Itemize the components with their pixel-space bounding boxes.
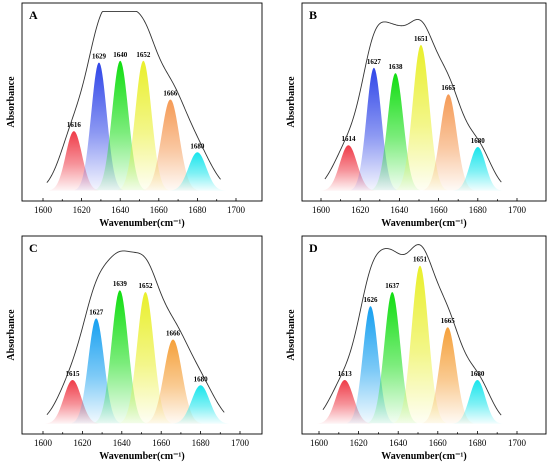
x-tick-label: 1680 [188, 205, 207, 215]
peak-label-1651: 1651 [413, 256, 428, 264]
x-tick-label: 1660 [152, 438, 171, 448]
x-tick-label: 1600 [34, 205, 53, 215]
peak-1652 [118, 292, 172, 424]
peak-1652 [117, 60, 170, 191]
x-tick-label: 1700 [508, 205, 527, 215]
x-tick-label: 1620 [73, 438, 92, 448]
peak-label-1680: 1680 [194, 375, 209, 383]
x-tick-label: 1660 [430, 205, 449, 215]
x-tick-label: 1620 [73, 205, 92, 215]
peak-label-1627: 1627 [89, 308, 104, 316]
peak-1680 [452, 380, 503, 424]
peak-1680 [171, 385, 230, 424]
panel-d: D 1613 1626 1637 1651 1665 1680 1600 1620 1640 166… [286, 235, 547, 462]
plot-frame [21, 2, 263, 202]
peak-label-1637: 1637 [385, 282, 400, 290]
peak-label-1680: 1680 [471, 137, 486, 145]
peak-1665 [421, 327, 475, 424]
peak-1680 [452, 147, 503, 191]
y-axis-title: Absorbance [286, 309, 297, 361]
panel-letter: C [29, 241, 38, 255]
x-tick-label: 1660 [150, 205, 169, 215]
peak-label-1680: 1680 [190, 142, 205, 150]
peak-label-1651: 1651 [414, 35, 429, 43]
peak-1665 [422, 94, 475, 191]
x-tick-label: 1600 [312, 205, 331, 215]
peak-1651 [394, 44, 448, 191]
peak-label-1626: 1626 [363, 296, 378, 304]
peak-label-1665: 1665 [441, 84, 456, 92]
peak-label-1614: 1614 [341, 135, 356, 143]
panel-c: C 1615 1627 1639 1652 1666 1680 1600 1620 1640 166… [6, 235, 263, 462]
peak-label-1639: 1639 [113, 280, 128, 288]
x-tick-label: 1680 [468, 438, 487, 448]
peak-label-1666: 1666 [163, 89, 178, 97]
x-tick-label: 1620 [351, 205, 370, 215]
x-axis-title: Wavenumber(cm⁻¹) [99, 218, 184, 229]
plot-frame [301, 235, 547, 435]
peak-1666 [141, 99, 199, 191]
x-tick-label: 1700 [508, 438, 527, 448]
peak-1637 [366, 292, 418, 424]
envelope-curve [46, 11, 221, 183]
panel-letter: D [309, 241, 318, 255]
peak-label-1613: 1613 [338, 370, 353, 378]
x-tick-label: 1700 [231, 438, 250, 448]
x-tick-label: 1640 [390, 205, 409, 215]
peak-label-1680: 1680 [470, 370, 485, 378]
peak-label-1627: 1627 [367, 58, 382, 66]
peak-label-1652: 1652 [136, 51, 151, 59]
x-tick-label: 1680 [192, 438, 211, 448]
peak-label-1652: 1652 [138, 282, 153, 290]
peak-label-1640: 1640 [113, 51, 128, 59]
x-axis-title: Wavenumber(cm⁻¹) [99, 451, 184, 462]
y-axis-title: Absorbance [286, 76, 297, 128]
peak-label-1638: 1638 [388, 63, 403, 71]
x-tick-label: 1600 [34, 438, 53, 448]
peak-1680 [168, 152, 226, 191]
peak-label-1629: 1629 [92, 53, 107, 61]
panel-letter: A [29, 8, 38, 22]
envelope-curve [46, 250, 225, 415]
x-tick-label: 1700 [227, 205, 246, 215]
x-tick-label: 1640 [389, 438, 408, 448]
envelope-curve [322, 244, 502, 416]
x-tick-label: 1600 [310, 438, 329, 448]
x-tick-label: 1640 [113, 438, 132, 448]
panel-b: B 1614 1627 1638 1651 1665 1680 1600 1620 1640 166… [286, 2, 547, 229]
x-tick-label: 1620 [350, 438, 369, 448]
panel-letter: B [309, 8, 317, 22]
envelope-curve [324, 19, 502, 183]
panel-a: A 1616 1629 1640 1652 1666 1680 1600 1620 1640 166… [6, 2, 263, 229]
peak-label-1615: 1615 [66, 370, 81, 378]
peak-1651 [393, 265, 447, 424]
x-axis-title: Wavenumber(cm⁻¹) [381, 218, 466, 229]
x-tick-label: 1660 [429, 438, 448, 448]
plot-frame [21, 235, 263, 435]
y-axis-title: Absorbance [6, 309, 17, 361]
x-tick-label: 1640 [111, 205, 130, 215]
peak-label-1616: 1616 [67, 121, 82, 129]
peak-label-1665: 1665 [441, 317, 456, 325]
peak-label-1666: 1666 [166, 330, 181, 338]
x-axis-title: Wavenumber(cm⁻¹) [381, 451, 466, 462]
peak-1666 [144, 339, 203, 424]
y-axis-title: Absorbance [6, 76, 17, 128]
plot-frame [301, 2, 547, 202]
x-tick-label: 1680 [469, 205, 488, 215]
